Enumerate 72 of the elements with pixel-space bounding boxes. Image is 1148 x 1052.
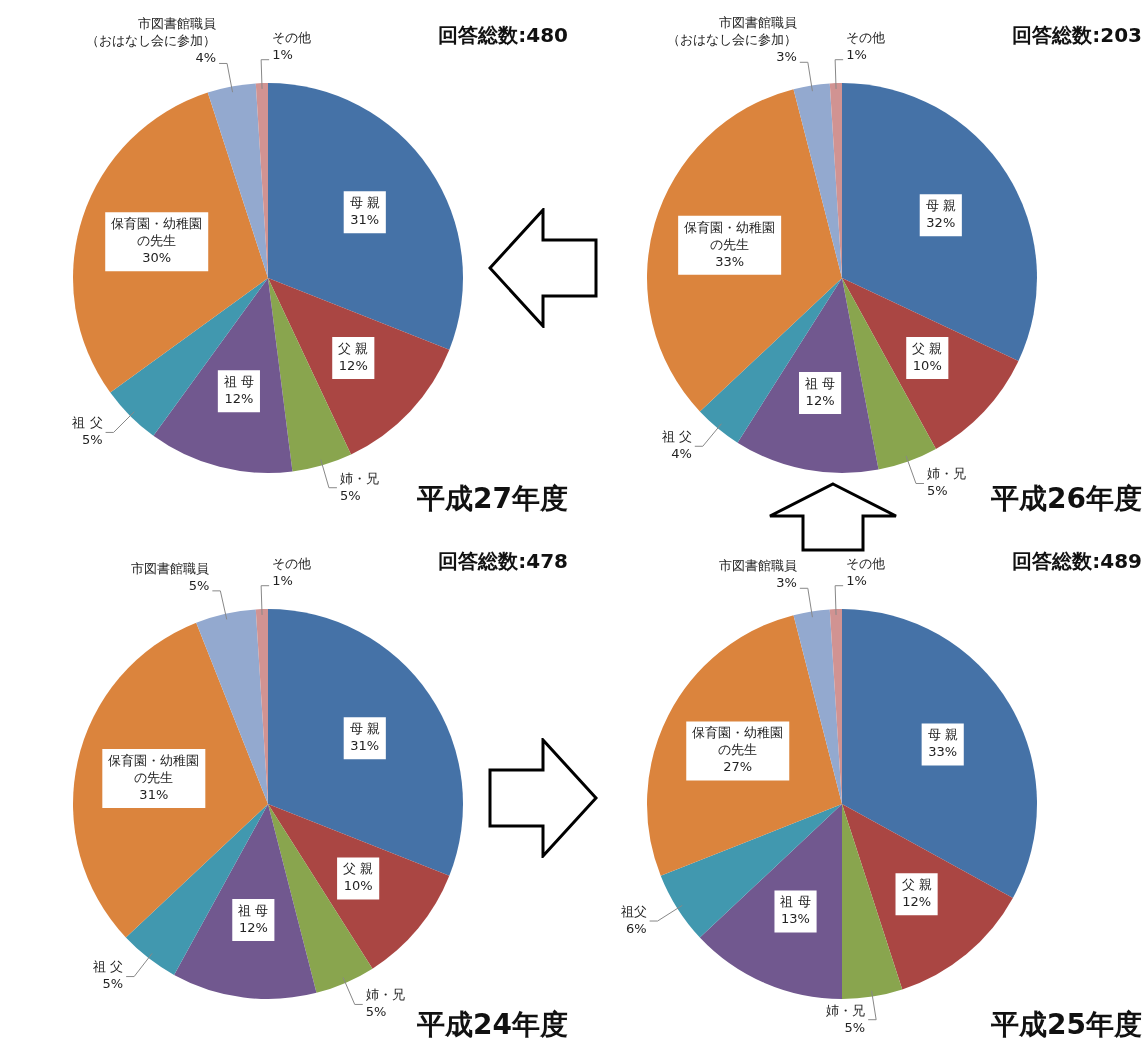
slice-label: 保育園・幼稚園の先生 [684, 219, 776, 252]
slice-label: 祖 父 [72, 415, 103, 431]
text: 平成27年度 [417, 481, 568, 517]
data-label: 32% [926, 215, 956, 231]
data-label: 5% [188, 577, 210, 593]
data-label: 1% [846, 572, 867, 588]
data-label: 31% [139, 786, 169, 802]
data-label: 33% [928, 744, 958, 760]
slice-label: 祖 母 [805, 375, 836, 391]
slice-label: 祖 父 [93, 959, 124, 975]
slice-label: 母 親 [927, 727, 958, 743]
data-label: 5% [926, 483, 948, 499]
data-label: 12% [224, 391, 254, 407]
data-label: 5% [844, 1019, 866, 1035]
data-label: 12% [805, 392, 835, 408]
data-label: 27% [723, 759, 753, 775]
slice-label: 母 親 [349, 721, 380, 737]
slice-label: 市図書館職員（おはなし会に参加） [86, 16, 217, 49]
slice-label: 父 親 [901, 877, 932, 893]
slice-label: 父 親 [338, 340, 369, 356]
data-label: 4% [195, 50, 217, 66]
data-label: 5% [102, 976, 124, 992]
data-label: 5% [365, 1004, 387, 1020]
text: 平成26年度 [991, 481, 1142, 517]
text: 回答総数:478 [438, 548, 568, 575]
slice-label: 祖 父 [661, 429, 692, 445]
text: 平成25年度 [991, 1007, 1142, 1043]
text: 回答総数:489 [1012, 548, 1142, 575]
data-label: 31% [350, 212, 380, 228]
slice-label: 保育園・幼稚園の先生 [692, 725, 784, 758]
data-label: 1% [272, 46, 293, 62]
slice-label: 祖父 [620, 903, 647, 919]
data-label: 12% [238, 919, 268, 935]
data-label: 6% [625, 920, 647, 936]
slice-label: その他 [846, 555, 886, 571]
slice-label: 祖 母 [223, 374, 254, 390]
data-label: 4% [671, 446, 692, 462]
data-label: 12% [338, 357, 368, 373]
data-label: 3% [776, 49, 797, 65]
data-label: 5% [339, 487, 361, 503]
slice-label: その他 [272, 555, 312, 571]
data-label: 30% [142, 250, 172, 266]
slice-label: その他 [272, 29, 312, 45]
slice-label: 祖 母 [780, 894, 811, 910]
data-label: 33% [715, 253, 745, 269]
text: 平成24年度 [417, 1007, 568, 1043]
data-label: 10% [343, 878, 373, 894]
data-label: 12% [902, 894, 932, 910]
data-label: 3% [776, 575, 797, 591]
data-label: 31% [350, 738, 380, 754]
slice-label: 保育園・幼稚園の先生 [111, 216, 203, 249]
slice-label: 市図書館職員 [718, 558, 797, 574]
slice-label: 母 親 [925, 198, 956, 214]
data-label: 5% [81, 432, 103, 448]
slice-label: 姉・兄 [339, 470, 379, 486]
data-label: 10% [912, 357, 942, 373]
slice-label: その他 [846, 29, 886, 45]
slice-label: 祖 母 [238, 902, 269, 918]
slice-label: 姉・兄 [365, 987, 405, 1003]
data-label: 1% [272, 572, 293, 588]
slice-label: 保育園・幼稚園の先生 [108, 752, 200, 785]
slice-label: 父 親 [343, 861, 374, 877]
slice-label: 姉・兄 [926, 466, 966, 482]
data-label: 13% [781, 911, 810, 927]
slice-label: 市図書館職員 [131, 560, 210, 576]
data-label: 1% [846, 46, 867, 62]
slice-label: 母 親 [349, 195, 380, 211]
slice-label: 姉・兄 [826, 1002, 866, 1018]
slice-label: 父 親 [912, 340, 943, 356]
text: 回答総数:203 [1012, 22, 1142, 49]
slice-label: 市図書館職員（おはなし会に参加） [666, 15, 797, 48]
text: 回答総数:480 [438, 22, 568, 49]
